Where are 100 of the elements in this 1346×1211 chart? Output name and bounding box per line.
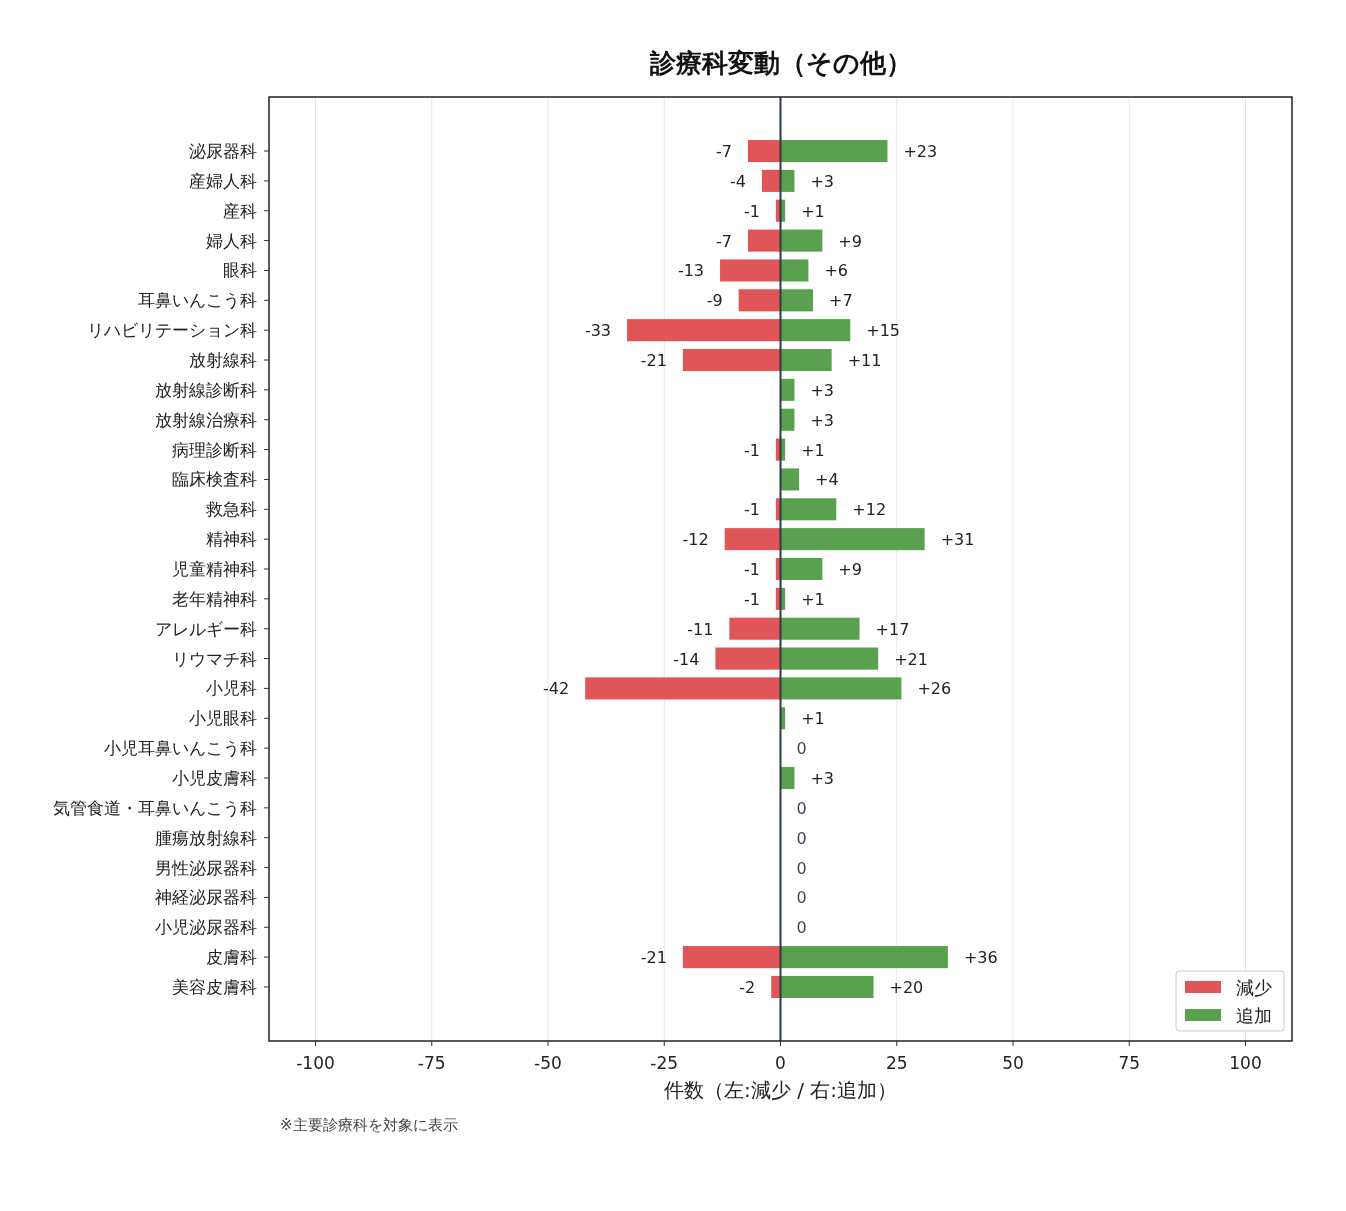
y-tick-label: 老年精神科 bbox=[172, 588, 257, 609]
data-label: +15 bbox=[866, 321, 901, 341]
data-label: +1 bbox=[801, 589, 825, 609]
y-tick-label: 泌尿器科 bbox=[189, 141, 257, 162]
data-label: -14 bbox=[673, 649, 700, 669]
bar bbox=[585, 677, 781, 700]
x-tick-label: 75 bbox=[1118, 1053, 1141, 1073]
data-label: +12 bbox=[852, 500, 887, 520]
y-tick-label: 小児泌尿器科 bbox=[155, 917, 257, 938]
y-tick-label: 放射線科 bbox=[189, 350, 257, 371]
data-label: -33 bbox=[584, 321, 612, 341]
y-tick-label: 小児眼科 bbox=[189, 708, 257, 729]
y-tick-label: 放射線診断科 bbox=[155, 379, 257, 400]
data-label: -1 bbox=[743, 589, 760, 609]
y-tick-label: 眼科 bbox=[223, 260, 257, 281]
y-tick-label: アレルギー科 bbox=[155, 618, 257, 639]
data-label: -11 bbox=[687, 619, 714, 639]
data-label: -1 bbox=[743, 201, 760, 221]
bar bbox=[720, 259, 781, 282]
bar bbox=[729, 617, 781, 640]
data-label: +26 bbox=[917, 679, 952, 699]
y-tick-label: 耳鼻いんこう科 bbox=[138, 290, 257, 311]
x-tick-label: 100 bbox=[1229, 1053, 1262, 1073]
bar bbox=[780, 557, 823, 581]
y-tick-label: 婦人科 bbox=[206, 230, 257, 251]
data-label: +6 bbox=[824, 261, 848, 281]
legend-label: 追加 bbox=[1236, 1005, 1272, 1026]
bar bbox=[780, 946, 948, 969]
data-label: +17 bbox=[875, 619, 910, 639]
bar bbox=[780, 617, 860, 640]
data-label: -21 bbox=[640, 948, 667, 968]
data-label: 0 bbox=[796, 918, 807, 938]
y-tick-label: 産科 bbox=[223, 200, 257, 221]
x-tick-label: -50 bbox=[534, 1053, 562, 1073]
data-label: 0 bbox=[796, 798, 807, 818]
bar bbox=[761, 169, 781, 192]
chart-title: 診療科変動（その他） bbox=[648, 48, 912, 78]
data-label: +23 bbox=[903, 142, 938, 162]
data-label: 0 bbox=[796, 858, 807, 878]
y-tick-label: 気管食道・耳鼻いんこう科 bbox=[53, 797, 257, 818]
data-label: -4 bbox=[729, 171, 746, 191]
data-label: +1 bbox=[801, 440, 825, 460]
x-tick-label: -75 bbox=[417, 1053, 446, 1073]
data-label: -7 bbox=[716, 142, 732, 162]
data-label: +21 bbox=[894, 649, 928, 669]
x-tick-label: 25 bbox=[885, 1053, 908, 1073]
x-tick-label: -25 bbox=[650, 1053, 679, 1073]
x-tick-label: -100 bbox=[296, 1053, 335, 1073]
x-axis-title: 件数（左:減少 / 右:追加） bbox=[664, 1078, 897, 1102]
data-label: +11 bbox=[847, 351, 882, 371]
y-tick-label: 臨床検査科 bbox=[172, 469, 257, 490]
bar bbox=[780, 139, 888, 163]
data-label: +3 bbox=[810, 410, 835, 430]
bar bbox=[780, 647, 879, 670]
data-label: -21 bbox=[640, 351, 667, 371]
data-label: +36 bbox=[963, 948, 998, 968]
y-tick-label: 小児皮膚科 bbox=[172, 767, 257, 788]
data-label: +1 bbox=[801, 201, 825, 221]
data-label: 0 bbox=[796, 888, 807, 908]
legend-label: 減少 bbox=[1236, 977, 1272, 998]
data-label: 0 bbox=[796, 828, 807, 848]
bar bbox=[771, 975, 781, 999]
bar bbox=[724, 528, 781, 551]
bar bbox=[747, 229, 781, 252]
data-label: +3 bbox=[810, 380, 835, 400]
bar bbox=[715, 647, 781, 670]
data-label: +31 bbox=[940, 530, 975, 550]
bar bbox=[780, 348, 832, 372]
data-label: -1 bbox=[743, 440, 760, 460]
y-tick-label: 救急科 bbox=[205, 499, 257, 520]
y-tick-label: 腫瘍放射線科 bbox=[155, 827, 257, 848]
y-tick-label: 男性泌尿器科 bbox=[155, 857, 257, 878]
bar bbox=[682, 946, 781, 969]
y-tick-label: リハビリテーション科 bbox=[87, 320, 257, 341]
bar bbox=[780, 259, 809, 282]
bar bbox=[780, 289, 814, 312]
data-label: +1 bbox=[801, 709, 825, 729]
data-label: -13 bbox=[677, 261, 705, 281]
text: ※主要診療科を対象に表示 bbox=[280, 1116, 458, 1134]
bar bbox=[780, 498, 837, 521]
y-tick-label: 神経泌尿器科 bbox=[155, 887, 257, 908]
data-label: +9 bbox=[838, 560, 862, 579]
bar bbox=[780, 229, 823, 252]
y-tick-label: 放射線治療科 bbox=[155, 409, 257, 430]
bar bbox=[780, 528, 925, 551]
data-label: +9 bbox=[838, 231, 862, 251]
data-label: +3 bbox=[810, 768, 835, 788]
data-label: -42 bbox=[543, 679, 570, 699]
x-tick-label: 0 bbox=[775, 1053, 786, 1073]
data-label: +7 bbox=[829, 291, 853, 311]
data-label: -2 bbox=[739, 977, 756, 997]
data-label: -12 bbox=[682, 530, 709, 550]
bar bbox=[738, 289, 781, 312]
x-tick-label: 50 bbox=[1002, 1053, 1024, 1073]
data-label: +3 bbox=[810, 171, 835, 191]
data-label: -1 bbox=[743, 500, 760, 520]
data-label: -1 bbox=[743, 560, 760, 579]
data-label: -9 bbox=[706, 291, 723, 311]
bar bbox=[780, 975, 874, 999]
y-tick-label: 精神科 bbox=[206, 529, 257, 550]
